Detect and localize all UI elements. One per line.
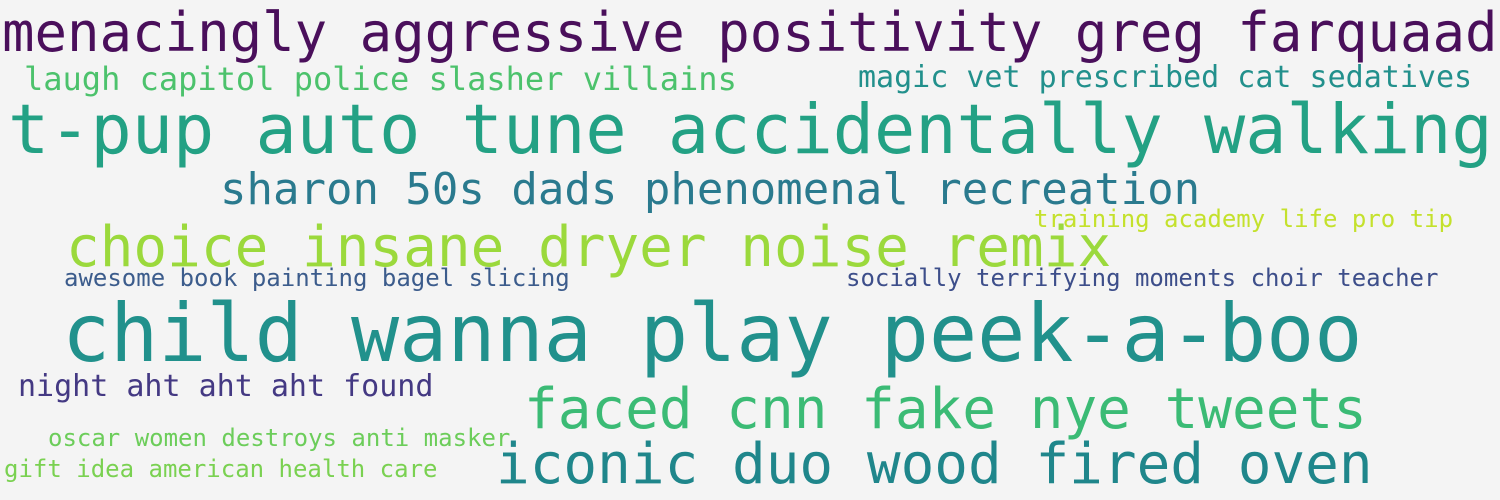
phrase-15: iconic duo wood fired oven bbox=[496, 432, 1373, 497]
phrase-4: t-pup auto tune accidentally walking bbox=[8, 90, 1493, 170]
phrase-8: awesome book painting bagel slicing bbox=[64, 264, 570, 292]
phrase-7: choice insane dryer noise remix bbox=[66, 215, 1112, 280]
phrase-13: oscar women destroys anti masker bbox=[48, 424, 511, 452]
phrase-11: night aht aht aht found bbox=[18, 369, 434, 404]
phrase-1: menacingly aggressive positivity greg fa… bbox=[2, 1, 1498, 64]
phrase-14: gift idea american health care bbox=[4, 455, 438, 483]
phrase-9: socially terrifying moments choir teache… bbox=[846, 264, 1439, 292]
phrase-10: child wanna play peek-a-boo bbox=[62, 287, 1363, 380]
phrase-2: laugh capitol police slasher villains bbox=[24, 60, 737, 98]
phrase-12: faced cnn fake nye tweets bbox=[524, 377, 1367, 442]
phrase-3: magic vet prescribed cat sedatives bbox=[858, 60, 1473, 95]
phrase-5: sharon 50s dads phenomenal recreation bbox=[220, 164, 1201, 215]
phrase-6: training academy life pro tip bbox=[1034, 205, 1454, 233]
